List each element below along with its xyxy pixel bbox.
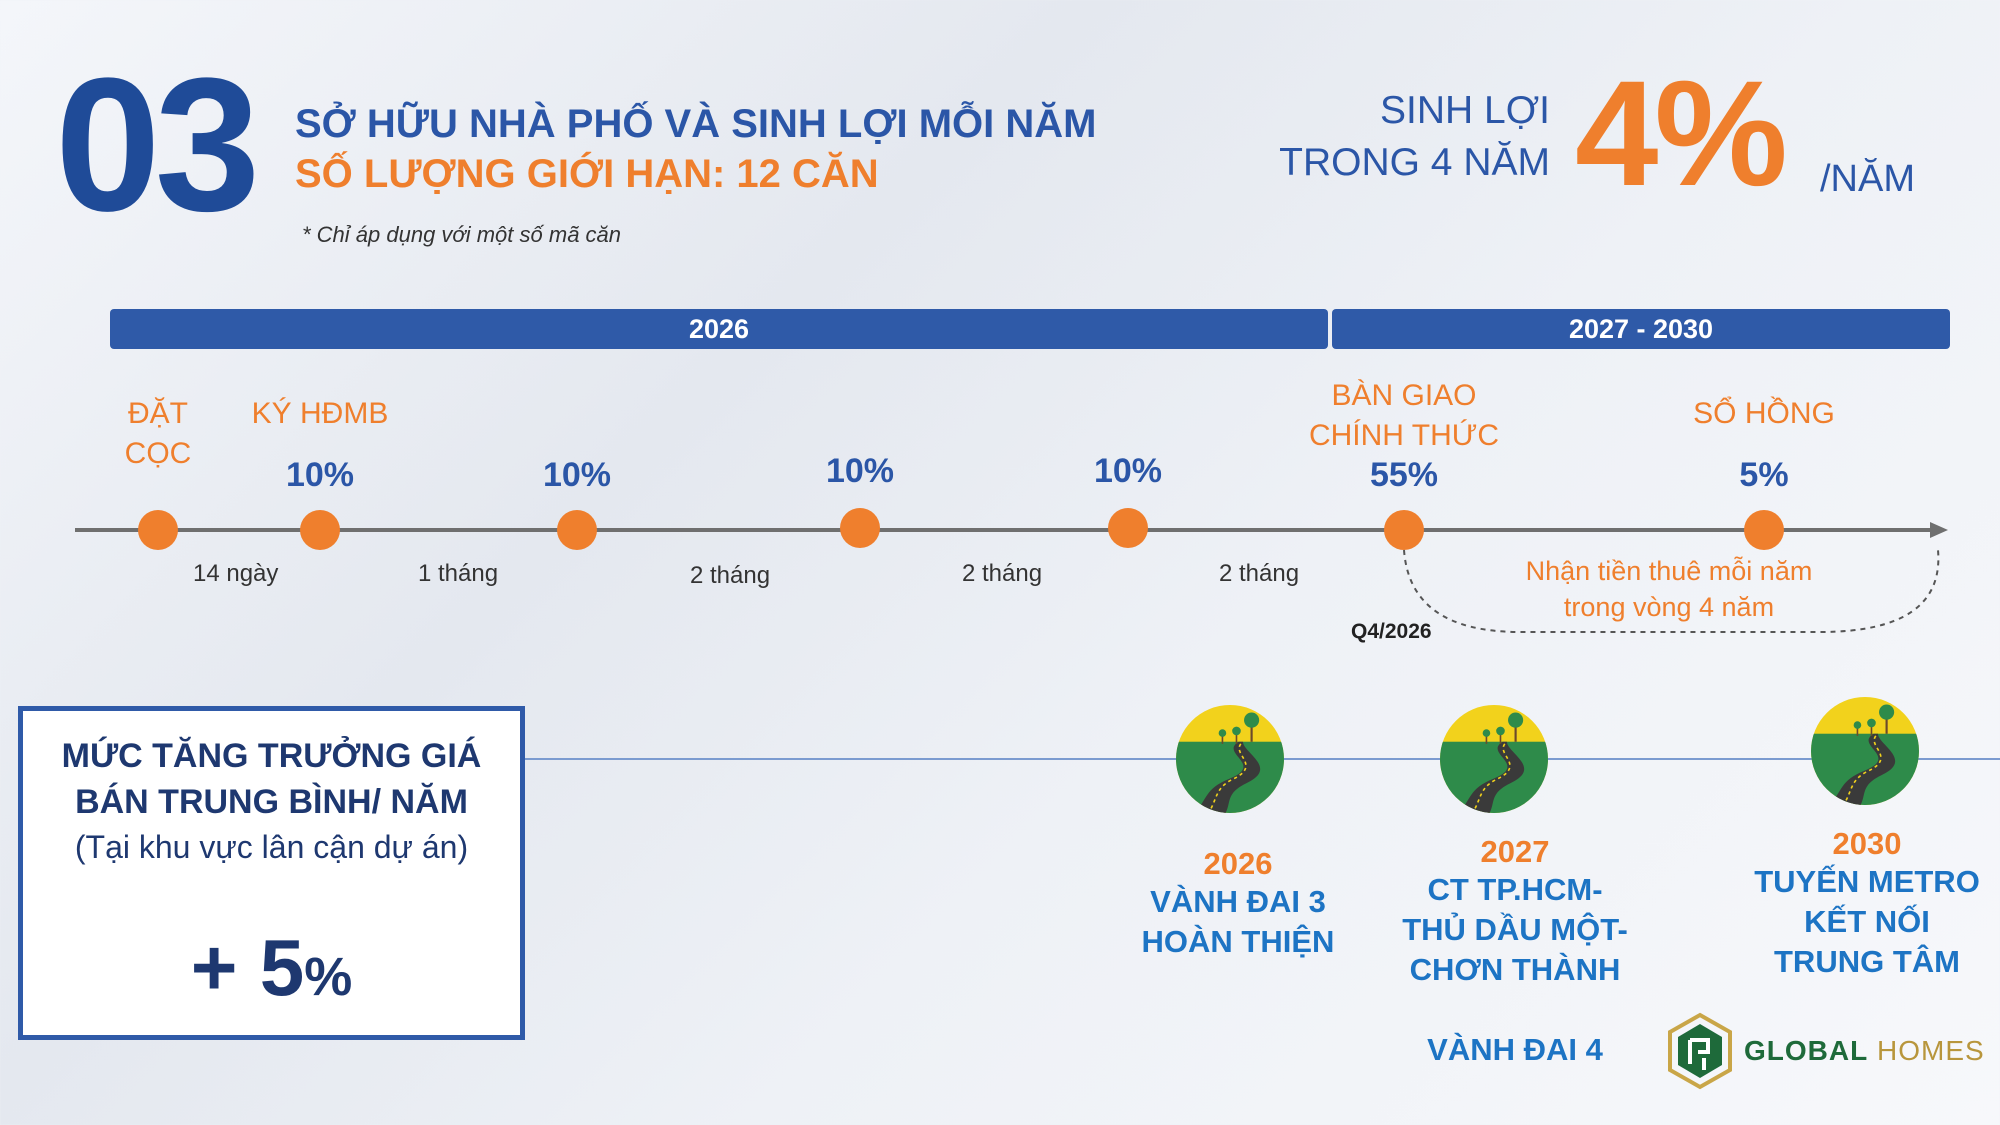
growth-subtitle: (Tại khu vực lân cận dự án) [74, 829, 469, 865]
milestone-percent: 55% [1369, 456, 1439, 494]
milestone-label-pink-book: SỔ HỒNG [1693, 397, 1835, 430]
milestone-percent: 10% [1093, 452, 1163, 490]
milestone-dot [1108, 508, 1148, 548]
footnote: * Chỉ áp dụng với một số mã căn [302, 222, 622, 247]
headline-title: SỞ HỮU NHÀ PHỐ VÀ SINH LỢI MỖI NĂM [295, 102, 1097, 146]
section-number: 03 [55, 39, 260, 251]
milestone-dot [557, 510, 597, 550]
infra-year: 2026 [1203, 846, 1273, 881]
handover-quarter: Q4/2026 [1351, 620, 1432, 643]
infra-year: 2030 [1832, 826, 1902, 861]
milestone-percent: 5% [1739, 456, 1789, 494]
milestone-percent: 10% [285, 456, 355, 494]
duration-label: 1 tháng [418, 560, 499, 587]
duration-label: 14 ngày [193, 560, 279, 587]
infra-name: TUYẾN METRO KẾT NỐI TRUNG TÂM [1754, 864, 1980, 979]
timeline-arrowhead [1930, 522, 1948, 538]
yield-label-line1: SINH LỢI [1380, 89, 1550, 132]
infra-item-2026: 2026 VÀNH ĐAI 3 HOÀN THIỆN [1108, 846, 1368, 962]
yield-label: SINH LỢI TRONG 4 NĂM [1279, 85, 1550, 189]
yield-value: 4% [1575, 49, 1788, 217]
duration-label: 2 tháng [962, 560, 1043, 587]
yield-label-line2: TRONG 4 NĂM [1279, 141, 1550, 184]
milestone-percent: 10% [825, 452, 895, 490]
milestone-dot [1384, 510, 1424, 550]
headline-limit: SỐ LƯỢNG GIỚI HẠN: 12 CĂN [295, 152, 879, 196]
milestone-dot [300, 510, 340, 550]
period-bar-2027-2030: 2027 - 2030 [1332, 309, 1950, 349]
growth-title: MỨC TĂNG TRƯỞNG GIÁ BÁN TRUNG BÌNH/ NĂM [61, 737, 482, 821]
global-homes-logo-icon [1668, 1012, 1732, 1090]
road-icon [1440, 705, 1548, 813]
milestone-label-contract: KÝ HĐMB [251, 397, 389, 430]
infra-item-2027: 2027 CT TP.HCM- THỦ DẦU MỘT- CHƠN THÀNH … [1370, 834, 1660, 1070]
milestone-label-handover: BÀN GIAO CHÍNH THỨC [1308, 379, 1500, 452]
duration-label: 2 tháng [690, 562, 771, 589]
milestone-dot [1744, 510, 1784, 550]
road-icon [1811, 697, 1919, 805]
road-icon [1176, 705, 1284, 813]
milestone-label-deposit: ĐẶT CỌC [124, 397, 192, 470]
growth-value: + 5% [190, 923, 353, 1012]
infra-year: 2027 [1480, 834, 1550, 869]
duration-label: 2 tháng [1219, 560, 1300, 587]
brand-name: GLOBAL HOMES [1744, 1035, 1985, 1066]
infra-name: VÀNH ĐAI 3 HOÀN THIỆN [1141, 884, 1335, 959]
infra-extra: VÀNH ĐAI 4 [1427, 1032, 1603, 1067]
milestone-percent: 10% [542, 456, 612, 494]
rent-note: Nhận tiền thuê mỗi năm trong vòng 4 năm [1525, 556, 1813, 622]
yield-unit: /NĂM [1820, 158, 1915, 200]
payment-timeline [75, 508, 1948, 633]
infra-item-2030: 2030 TUYẾN METRO KẾT NỐI TRUNG TÂM [1732, 826, 2000, 982]
infra-name: CT TP.HCM- THỦ DẦU MỘT- CHƠN THÀNH VÀNH … [1370, 870, 1660, 1070]
price-growth-card: MỨC TĂNG TRƯỞNG GIÁ BÁN TRUNG BÌNH/ NĂM … [18, 706, 525, 1040]
period-bar-2026: 2026 [110, 309, 1328, 349]
milestone-dot [840, 508, 880, 548]
milestone-dot [138, 510, 178, 550]
